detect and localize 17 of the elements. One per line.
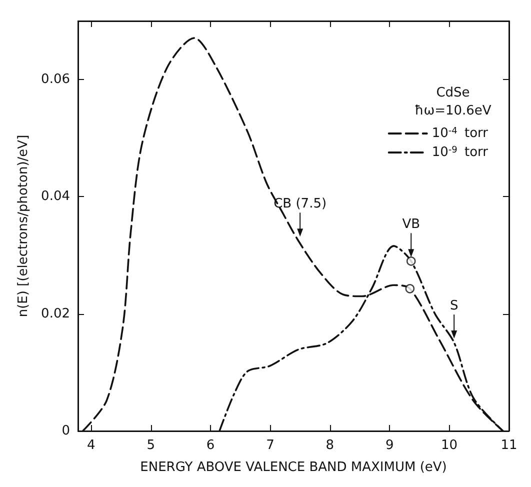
annotation: S — [450, 298, 458, 314]
x-tick-label: 8 — [326, 438, 334, 453]
annotation: CB (7.5) — [274, 196, 327, 212]
x-axis-title: ENERGY ABOVE VALENCE BAND MAXIMUM (eV) — [140, 460, 447, 475]
x-tick-label: 6 — [206, 438, 215, 453]
y-tick-label: 0.06 — [41, 72, 70, 88]
x-tick-label: 7 — [266, 438, 274, 453]
x-tick-label: 11 — [500, 438, 518, 453]
y-tick-label: 0 — [62, 424, 70, 438]
y-tick-label: 0.04 — [41, 189, 70, 204]
annotation: VB — [402, 217, 420, 232]
x-tick-label: 9 — [385, 438, 394, 453]
y-tick-label: 0.02 — [41, 306, 70, 322]
x-tick-label: 5 — [146, 438, 155, 453]
x-tick-label: 10 — [441, 438, 458, 453]
x-tick-label: 4 — [86, 438, 96, 453]
y-axis-title: n(E) [(electrons/photon)/eV] — [16, 134, 32, 318]
